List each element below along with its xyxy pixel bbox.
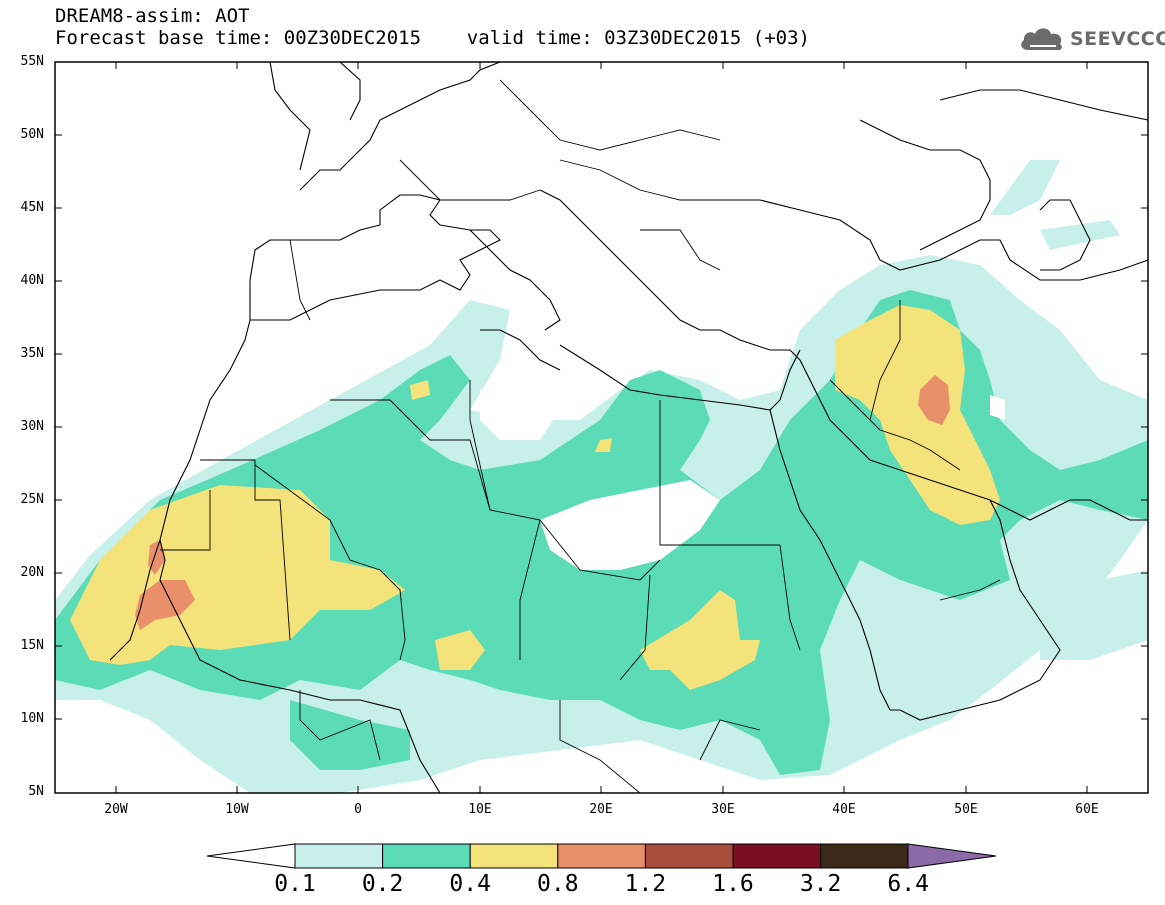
lon-label-20e: 20E bbox=[589, 802, 613, 817]
colorbar-label-6: 3.2 bbox=[799, 871, 842, 897]
colorbar-label-2: 0.4 bbox=[449, 871, 491, 897]
lon-label-50e: 50E bbox=[954, 802, 978, 817]
lat-label-30n: 30N bbox=[20, 419, 44, 434]
lat-label-20n: 20N bbox=[20, 565, 44, 580]
lon-label-60e: 60E bbox=[1075, 802, 1099, 817]
colorbar-label-0: 0.1 bbox=[274, 871, 316, 897]
aot-level-0.8 bbox=[135, 375, 950, 630]
coastlines bbox=[109, 62, 1148, 793]
lon-label-40e: 40E bbox=[832, 802, 856, 817]
lon-label-30e: 30E bbox=[711, 802, 735, 817]
clear-region bbox=[480, 380, 1005, 570]
title-line-2: Forecast base time: 00Z30DEC2015 valid t… bbox=[55, 27, 810, 49]
lat-label-50n: 50N bbox=[20, 127, 44, 142]
lat-label-40n: 40N bbox=[20, 273, 44, 288]
lat-label-25n: 25N bbox=[20, 492, 44, 507]
logo-text: SEEVCCC bbox=[1070, 28, 1165, 50]
colorbar-label-3: 0.8 bbox=[537, 871, 579, 897]
lat-label-15n: 15N bbox=[20, 638, 44, 653]
seevccc-logo: SEEVCCC bbox=[1018, 22, 1165, 58]
lat-label-5n: 5N bbox=[28, 784, 44, 799]
lat-label-45n: 45N bbox=[20, 200, 44, 215]
lon-label-10w: 10W bbox=[225, 802, 249, 817]
axis-ticks bbox=[55, 61, 1148, 793]
lat-label-10n: 10N bbox=[20, 711, 44, 726]
lon-label-10e: 10E bbox=[468, 802, 492, 817]
lon-label-20w: 20W bbox=[104, 802, 128, 817]
title-line-1: DREAM8-assim: AOT bbox=[55, 5, 250, 27]
colorbar-label-5: 1.6 bbox=[712, 871, 754, 897]
lat-label-55n: 55N bbox=[20, 54, 44, 69]
colorbar-label-4: 1.2 bbox=[624, 871, 667, 897]
cloud-icon bbox=[1021, 28, 1062, 51]
political-borders bbox=[160, 79, 1001, 793]
lat-label-35n: 35N bbox=[20, 346, 44, 361]
lon-label-0: 0 bbox=[354, 802, 362, 817]
colorbar-label-1: 0.2 bbox=[361, 871, 404, 897]
colorbar-label-7: 6.4 bbox=[887, 871, 929, 897]
